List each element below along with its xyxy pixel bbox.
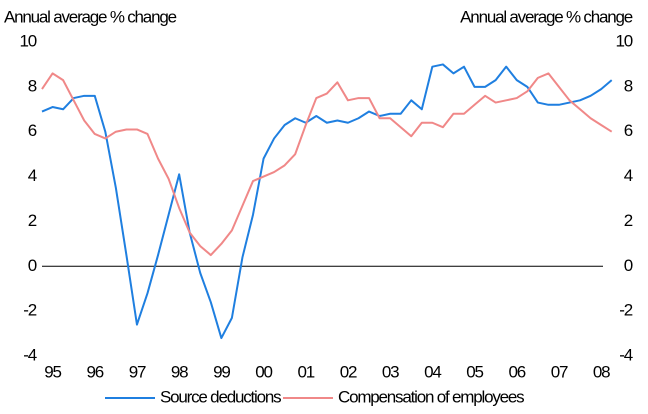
x-tick-label: 98 (171, 362, 188, 381)
series-line (41, 72, 613, 257)
x-tick-label: 00 (255, 362, 272, 381)
x-tick-label: 99 (213, 362, 230, 381)
x-tick-label: 04 (424, 362, 441, 381)
x-tick-label: 01 (297, 362, 314, 381)
x-tick-label: 08 (593, 362, 610, 381)
legend-label: Source deductions (160, 387, 281, 406)
y-tick-label: 10 (19, 31, 36, 50)
y-tick-label: 0 (28, 256, 37, 275)
y-tick-label: 4 (28, 166, 37, 185)
y-tick-label: 6 (28, 121, 37, 140)
x-tick-label: 95 (44, 362, 61, 381)
y2-axis-label: Annual average % change (460, 7, 633, 26)
y-tick-label: -4 (23, 345, 36, 364)
y2-tick-label: 10 (615, 31, 632, 50)
legend-label: Compensation of employees (338, 387, 524, 406)
y-tick-label: 8 (28, 76, 37, 95)
y-tick-label: -2 (23, 301, 36, 320)
x-tick-label: 03 (382, 362, 399, 381)
y2-tick-label: -2 (619, 301, 632, 320)
y-tick-label: 2 (28, 211, 37, 230)
series-line (41, 63, 613, 340)
x-tick-label: 97 (129, 362, 146, 381)
x-tick-label: 07 (551, 362, 568, 381)
y2-tick-label: 0 (624, 256, 633, 275)
x-tick-label: 02 (340, 362, 357, 381)
x-tick-label: 96 (86, 362, 103, 381)
y2-tick-label: -4 (619, 345, 632, 364)
y-axis-label: Annual average % change (4, 7, 177, 26)
y2-tick-label: 2 (624, 211, 633, 230)
x-tick-label: 06 (508, 362, 525, 381)
y2-tick-label: 8 (624, 76, 633, 95)
y2-tick-label: 4 (624, 166, 633, 185)
y2-tick-label: 6 (624, 121, 633, 140)
x-tick-label: 05 (466, 362, 483, 381)
